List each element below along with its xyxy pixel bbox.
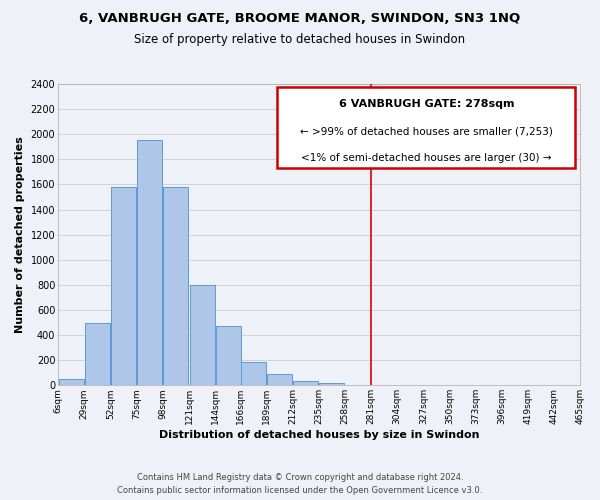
Bar	[137, 140, 162, 386]
Text: Contains HM Land Registry data © Crown copyright and database right 2024.: Contains HM Land Registry data © Crown c…	[137, 472, 463, 482]
X-axis label: Distribution of detached houses by size in Swindon: Distribution of detached houses by size …	[159, 430, 479, 440]
Bar	[59, 379, 83, 386]
Text: Size of property relative to detached houses in Swindon: Size of property relative to detached ho…	[134, 32, 466, 46]
Text: 6, VANBRUGH GATE, BROOME MANOR, SWINDON, SN3 1NQ: 6, VANBRUGH GATE, BROOME MANOR, SWINDON,…	[79, 12, 521, 26]
Bar	[293, 381, 318, 386]
Text: <1% of semi-detached houses are larger (30) →: <1% of semi-detached houses are larger (…	[301, 154, 551, 164]
Text: ← >99% of detached houses are smaller (7,253): ← >99% of detached houses are smaller (7…	[300, 126, 553, 136]
Bar	[190, 285, 215, 386]
Y-axis label: Number of detached properties: Number of detached properties	[15, 136, 25, 333]
Bar	[111, 187, 136, 386]
Bar	[267, 374, 292, 386]
Bar	[319, 383, 344, 386]
Bar	[241, 362, 266, 386]
FancyBboxPatch shape	[277, 87, 575, 168]
Bar	[216, 326, 241, 386]
Bar	[163, 187, 188, 386]
Text: Contains public sector information licensed under the Open Government Licence v3: Contains public sector information licen…	[118, 486, 482, 495]
Text: 6 VANBRUGH GATE: 278sqm: 6 VANBRUGH GATE: 278sqm	[338, 99, 514, 109]
Bar	[85, 322, 110, 386]
